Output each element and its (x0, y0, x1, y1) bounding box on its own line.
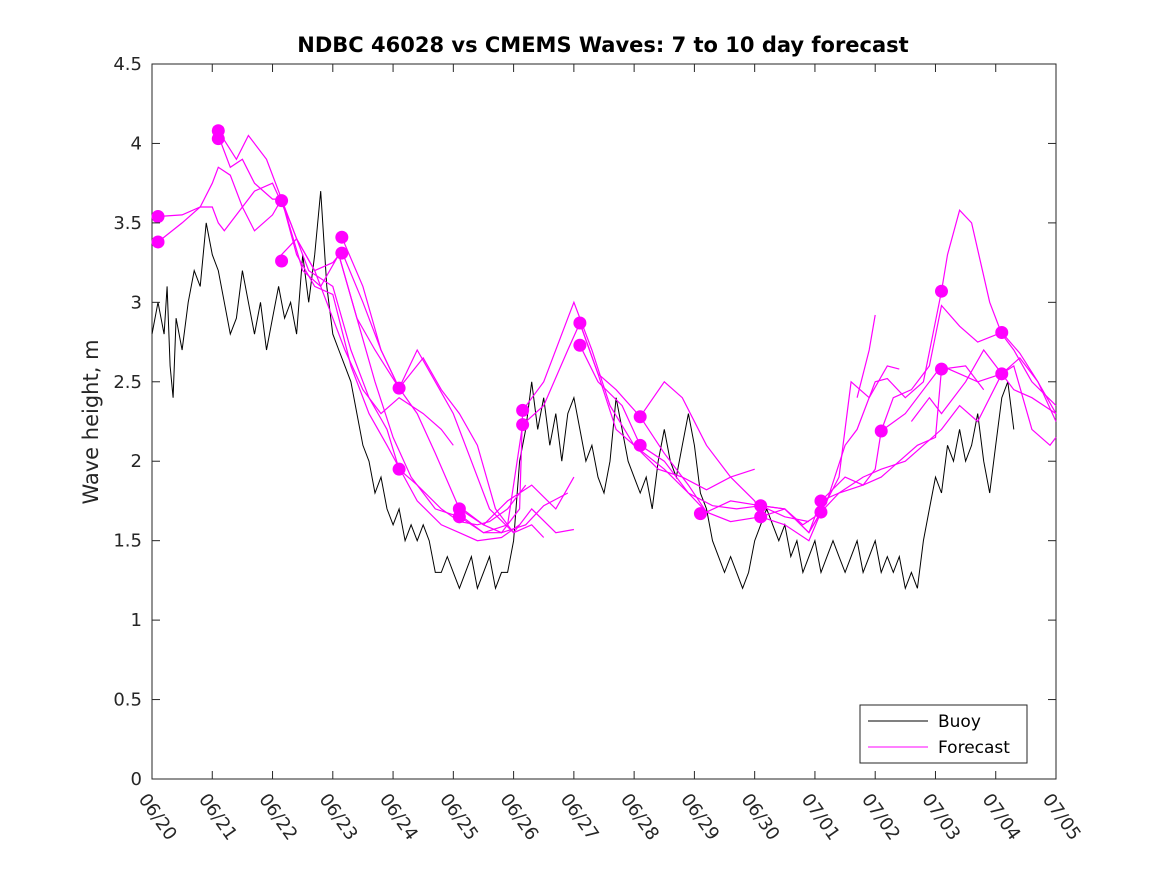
forecast-marker (211, 124, 225, 138)
y-tick-label: 0.5 (113, 690, 142, 711)
forecast-marker (633, 438, 647, 452)
forecast-series-line-8 (462, 321, 810, 534)
forecast-marker (335, 230, 349, 244)
forecast-marker (633, 410, 647, 424)
forecast-series-line-2 (217, 135, 520, 542)
forecast-marker (275, 194, 289, 208)
x-tick-label: 07/02 (857, 790, 904, 845)
forecast-marker (754, 499, 768, 513)
y-tick-label: 3 (131, 292, 142, 313)
forecast-marker (392, 462, 406, 476)
x-tick-label: 06/27 (556, 790, 603, 845)
forecast-marker (934, 284, 948, 298)
chart-title: NDBC 46028 vs CMEMS Waves: 7 to 10 day f… (297, 33, 908, 57)
forecast-series-line-15 (856, 314, 876, 398)
x-tick-label: 07/03 (917, 790, 964, 845)
forecast-marker (452, 510, 466, 524)
forecast-marker (573, 316, 587, 330)
x-tick-label: 07/05 (1038, 790, 1085, 845)
y-tick-label: 1.5 (113, 531, 142, 552)
forecast-series-line-16 (880, 304, 1057, 432)
x-tick-label: 07/01 (797, 790, 844, 845)
forecast-marker (814, 494, 828, 508)
forecast-marker (516, 418, 530, 432)
forecast-series-line-1 (157, 166, 527, 526)
y-tick-label: 2 (131, 451, 142, 472)
forecast-marker (516, 403, 530, 417)
legend: Buoy Forecast (859, 704, 1028, 764)
x-tick-label: 06/21 (194, 790, 241, 845)
forecast-marker (151, 210, 165, 224)
y-tick-label: 1 (131, 610, 142, 631)
y-axis-label: Wave height, m (79, 339, 103, 504)
y-tick-label: 3.5 (113, 213, 142, 234)
forecast-marker (573, 338, 587, 352)
forecast-marker (995, 367, 1009, 381)
forecast-marker (335, 246, 349, 260)
forecast-marker (275, 254, 289, 268)
legend-forecast-label: Forecast (938, 738, 1010, 758)
x-tick-label: 06/28 (616, 790, 663, 845)
x-tick-label: 06/25 (435, 790, 482, 845)
forecast-marker (151, 235, 165, 249)
forecast-series-line-17 (910, 348, 1057, 422)
x-tick-label: 06/30 (737, 790, 784, 845)
legend-buoy-label: Buoy (938, 712, 981, 732)
x-tick-label: 06/24 (375, 790, 422, 845)
x-tick-label: 06/26 (496, 790, 543, 845)
y-axis: 0 0.5 1 1.5 2 2.5 3 3.5 4 4.5 (113, 54, 1056, 790)
x-tick-label: 06/29 (676, 790, 723, 845)
forecast-marker (754, 510, 768, 524)
y-tick-label: 4.5 (113, 54, 142, 75)
legend-box (859, 704, 1028, 764)
x-tick-label: 06/23 (315, 790, 362, 845)
x-tick-label: 06/22 (254, 790, 301, 845)
y-tick-label: 0 (131, 769, 142, 790)
y-tick-label: 4 (131, 133, 142, 154)
forecast-marker (874, 424, 888, 438)
forecast-marker (934, 362, 948, 376)
forecast-series-line-13 (820, 364, 1057, 502)
x-tick-label: 07/04 (978, 790, 1025, 845)
forecast-marker (693, 507, 707, 521)
x-tick-label: 06/20 (134, 790, 181, 845)
buoy-series-line (151, 191, 1015, 591)
y-tick-label: 2.5 (113, 372, 142, 393)
forecast-series-line-5 (341, 236, 575, 534)
axes-box (151, 63, 1057, 780)
forecast-series-line-6 (338, 254, 545, 538)
forecast-marker (814, 505, 828, 519)
plot-area (151, 63, 1057, 780)
forecast-marker (392, 381, 406, 395)
forecast-marker (995, 326, 1009, 340)
